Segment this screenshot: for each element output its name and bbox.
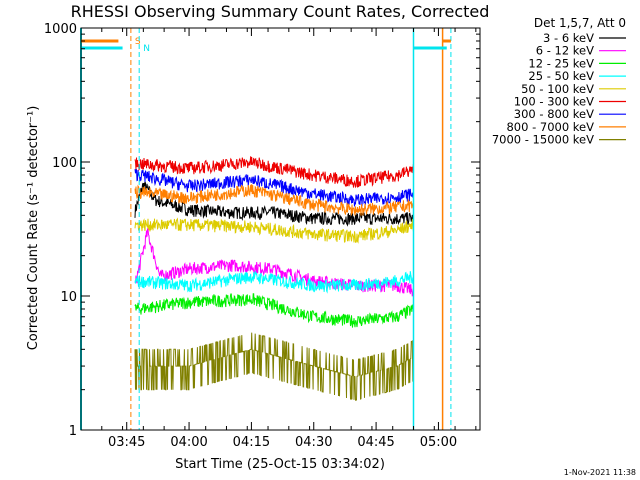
series-layer [134,156,414,401]
legend-label-8: 800 - 7000 keV [506,120,594,134]
legend-label-3: 12 - 25 keV [528,56,594,70]
legend-label-7: 300 - 800 keV [514,107,594,121]
x-tick-label-4: 04:30 [295,435,332,450]
series-line-7 [134,169,414,207]
marker-label-2: N [143,44,150,54]
series-line-3 [134,293,414,328]
y-tick-label-4: 1000 [44,22,77,37]
legend-label-1: 3 - 6 keV [543,31,594,45]
legend-title: Det 1,5,7, Att 0 [534,16,626,30]
timestamp: 1-Nov-2021 11:38 [564,468,636,477]
legend-label-6: 100 - 300 keV [514,95,594,109]
x-tick-label-2: 04:00 [170,435,207,450]
series-line-8 [134,184,414,216]
y-tick-label-3: 100 [52,156,77,171]
legend-label-5: 50 - 100 keV [521,82,594,96]
x-tick-label-1: 03:45 [108,435,145,450]
x-tick-label-6: 05:00 [420,435,457,450]
marker-label-1: S [135,37,141,47]
legend-label-2: 6 - 12 keV [536,44,594,58]
x-axis-label: Start Time (25-Oct-15 03:34:02) [175,457,385,472]
y-tick-label-1: 1 [69,424,77,439]
y-tick-label-2: 10 [60,290,77,305]
series-line-5 [134,217,414,244]
axes-layer: 03:45 04:00 04:15 04:30 04:45 05:00 1 10 100 1000 [44,22,481,450]
legend-label-9: 7000 - 15000 keV [492,133,594,147]
chart-title: RHESSI Observing Summary Count Rates, Co… [71,2,490,21]
series-line-4 [134,270,414,294]
series-line-9 [134,332,414,401]
y-axis-label: Corrected Count Rate (s⁻¹ detector⁻¹) [26,106,41,351]
x-tick-label-5: 04:45 [357,435,394,450]
series-line-6 [134,156,414,189]
x-tick-label-3: 04:15 [233,435,270,450]
legend-label-4: 25 - 50 keV [528,69,594,83]
plot-frame [80,27,481,431]
series-line-1 [134,181,414,227]
